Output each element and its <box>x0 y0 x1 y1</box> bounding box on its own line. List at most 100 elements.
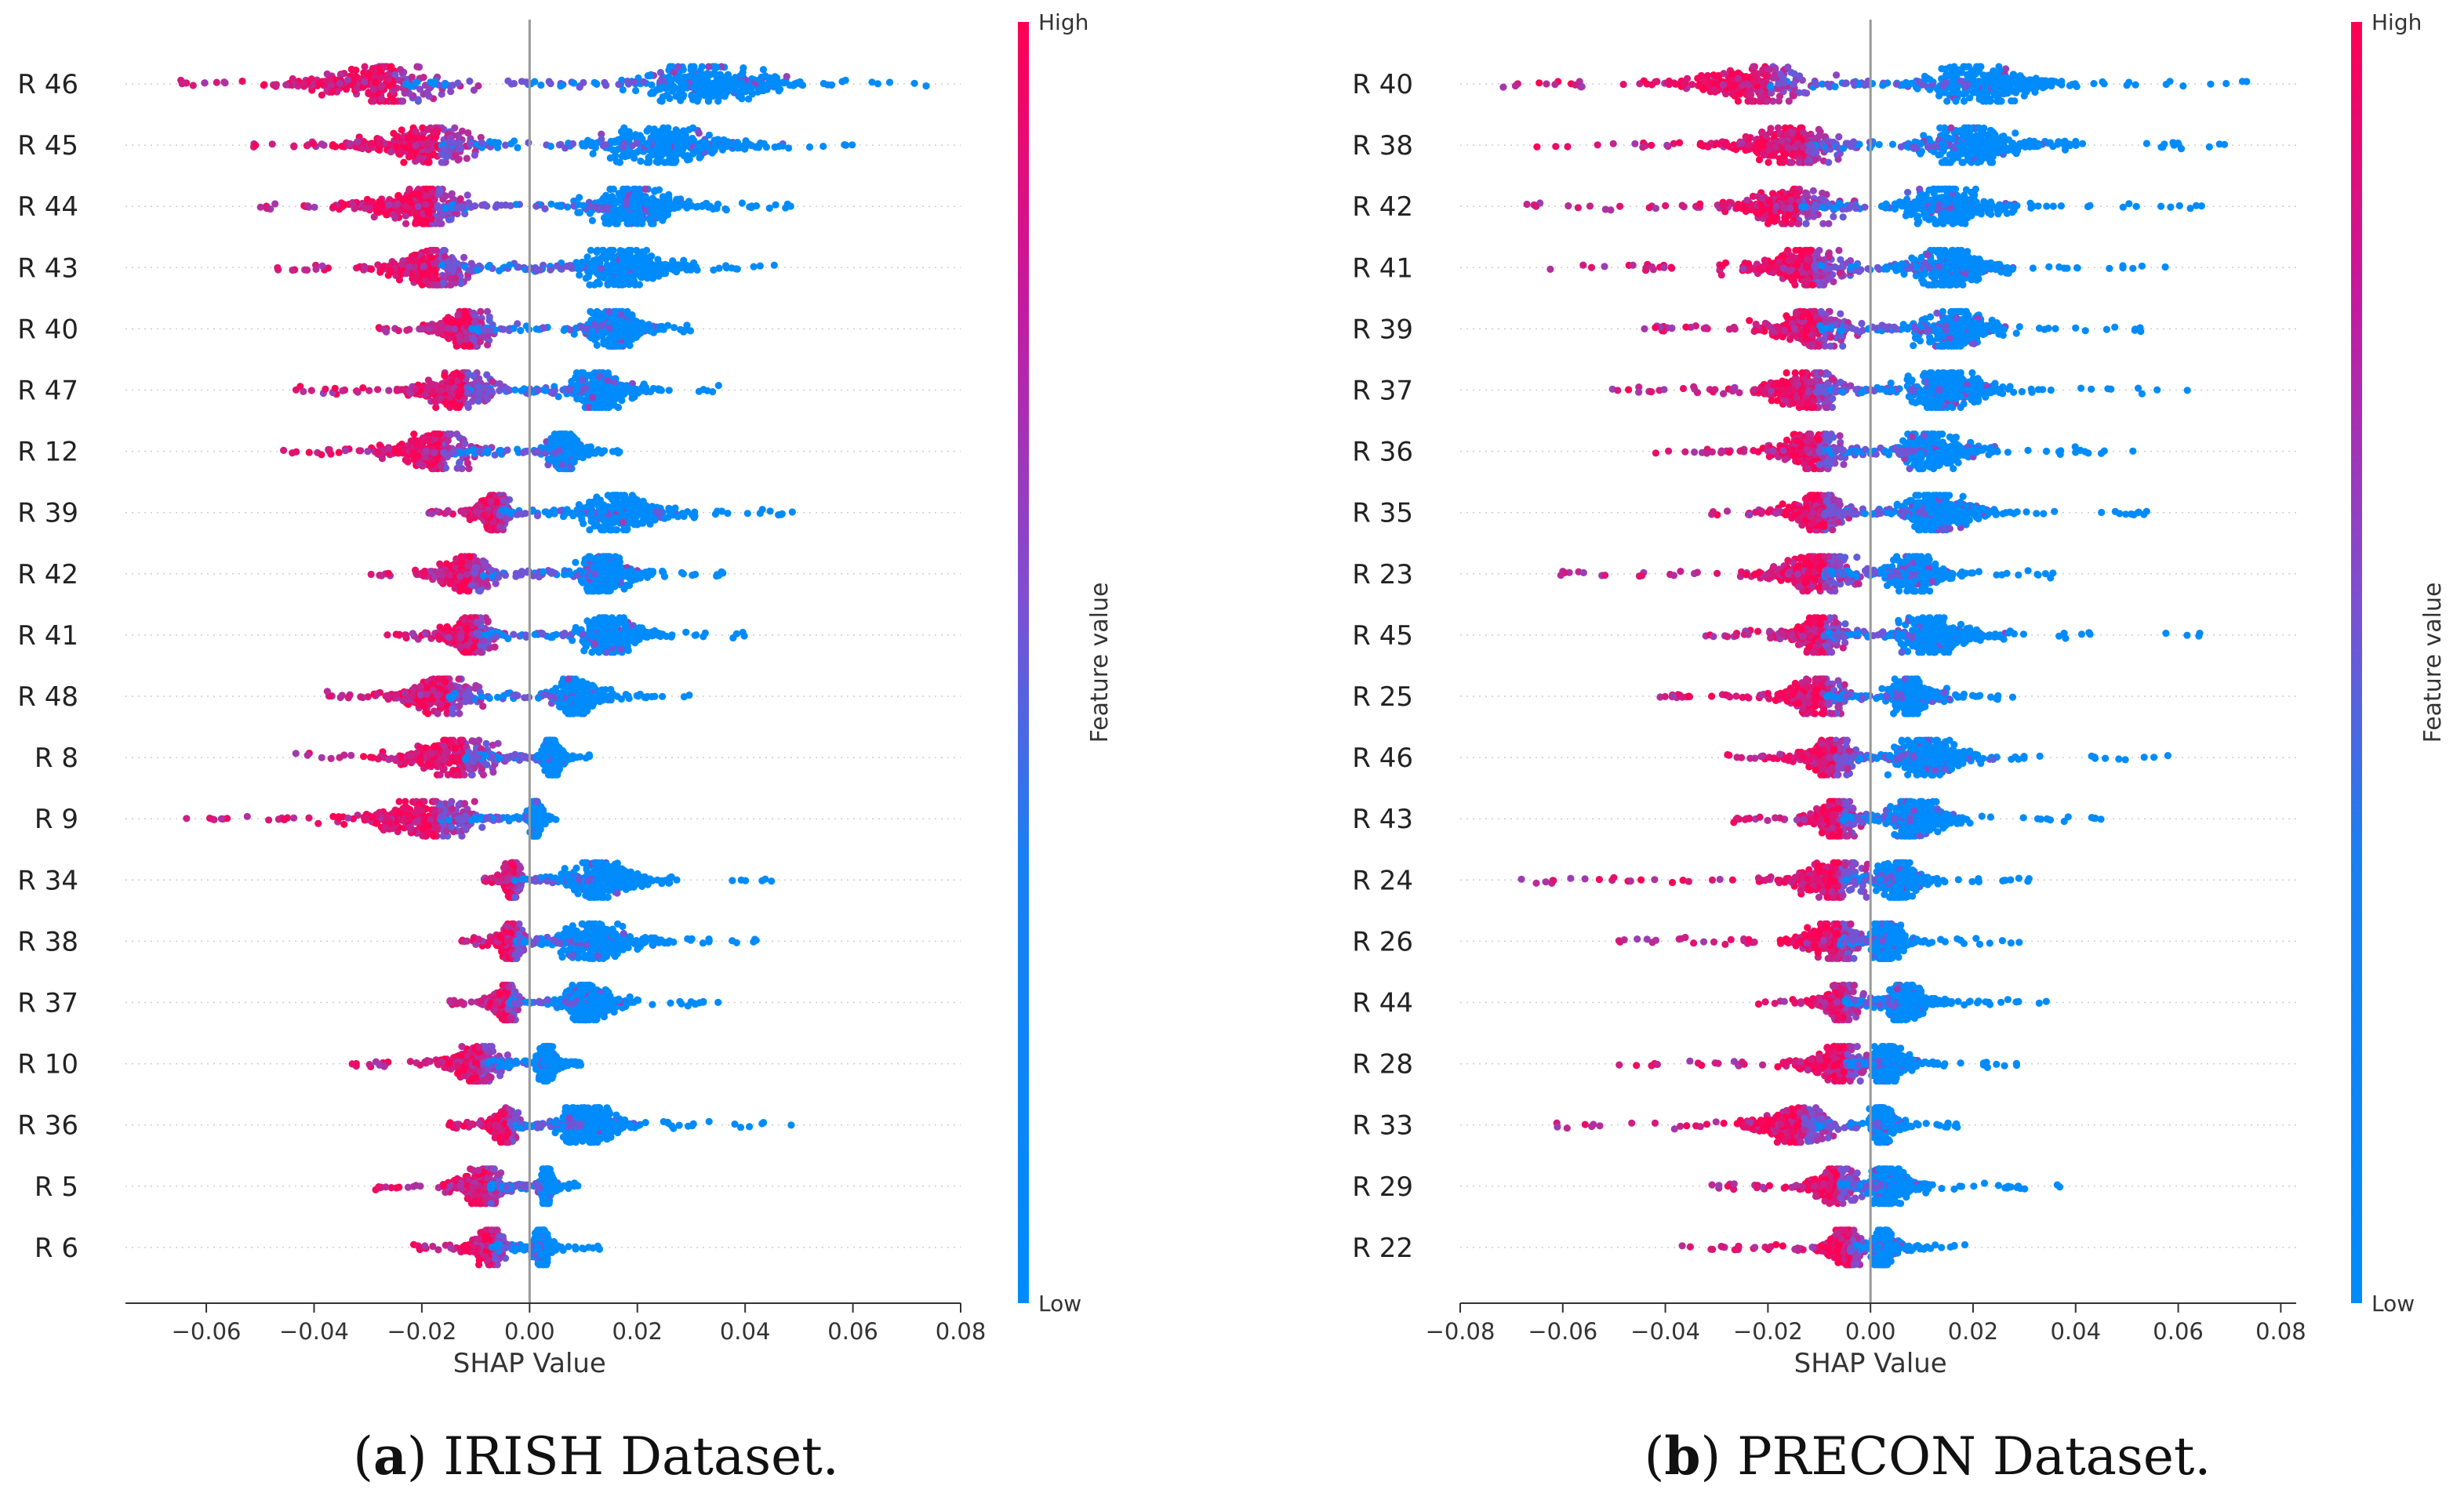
data-point <box>351 205 358 212</box>
data-point <box>596 372 604 380</box>
data-point <box>534 387 542 394</box>
data-point <box>402 220 410 227</box>
data-point <box>531 78 539 85</box>
data-point <box>778 78 787 86</box>
data-point <box>464 129 472 137</box>
data-point <box>456 401 463 409</box>
data-point <box>642 246 651 254</box>
data-point <box>180 79 188 87</box>
data-point <box>598 321 605 329</box>
data-point <box>380 446 388 454</box>
data-point <box>620 124 628 132</box>
data-point <box>360 263 368 271</box>
data-point <box>382 328 391 336</box>
data-point <box>327 82 335 89</box>
data-point <box>369 198 376 205</box>
data-point <box>488 387 496 395</box>
data-point <box>414 202 422 210</box>
data-point <box>369 85 377 93</box>
data-point <box>605 403 613 412</box>
data-point <box>354 138 362 146</box>
data-point <box>476 338 485 346</box>
data-point <box>341 447 349 455</box>
data-point <box>434 202 442 209</box>
data-point <box>398 386 405 394</box>
data-point <box>631 191 638 199</box>
data-point <box>305 449 313 456</box>
data-point <box>412 128 420 136</box>
data-point <box>820 79 827 88</box>
data-point <box>541 205 549 212</box>
data-point <box>403 326 411 334</box>
data-point <box>670 68 678 76</box>
data-point <box>378 201 386 209</box>
data-point <box>534 449 542 456</box>
data-point <box>709 205 717 213</box>
data-point <box>428 460 436 468</box>
data-point <box>604 376 612 384</box>
data-point <box>663 261 671 269</box>
data-point <box>649 274 657 282</box>
data-point <box>678 92 687 100</box>
data-point <box>660 325 667 333</box>
data-point <box>484 395 492 403</box>
data-point <box>566 262 574 270</box>
data-point <box>385 75 393 83</box>
data-point <box>440 449 448 457</box>
data-point <box>464 402 472 410</box>
data-point <box>376 74 384 82</box>
data-point <box>609 384 617 392</box>
data-point <box>336 71 345 79</box>
data-point <box>432 430 440 438</box>
data-point <box>582 274 590 282</box>
data-point <box>612 158 620 165</box>
data-point <box>327 450 335 458</box>
data-point <box>703 387 711 394</box>
data-point <box>328 88 336 96</box>
data-point <box>440 145 448 153</box>
data-point <box>553 262 561 270</box>
data-point <box>576 271 583 279</box>
data-point <box>566 326 574 334</box>
data-point <box>407 198 415 206</box>
data-point <box>416 85 424 93</box>
data-point <box>621 329 629 337</box>
data-point <box>344 76 352 84</box>
data-point <box>395 276 403 284</box>
data-point <box>402 269 410 278</box>
data-point <box>643 158 651 166</box>
data-point <box>221 79 229 87</box>
data-point <box>797 80 805 88</box>
data-point <box>805 143 814 151</box>
data-point <box>514 263 522 271</box>
data-point <box>765 204 773 212</box>
data-point <box>412 455 420 463</box>
data-point <box>457 372 465 380</box>
data-point <box>438 158 445 166</box>
data-point <box>748 84 756 92</box>
data-point <box>770 261 778 269</box>
data-point <box>377 83 385 91</box>
data-point <box>624 80 633 88</box>
data-point <box>394 327 402 335</box>
data-point <box>633 246 641 254</box>
data-point <box>698 144 706 152</box>
data-point <box>646 327 655 335</box>
data-point <box>685 155 693 163</box>
data-point <box>649 264 657 272</box>
data-point <box>445 139 452 147</box>
data-point <box>593 256 601 263</box>
data-point <box>491 138 499 147</box>
data-point <box>910 79 918 87</box>
data-point <box>775 87 783 95</box>
data-point <box>460 253 468 261</box>
data-point <box>586 446 594 455</box>
data-point <box>567 439 575 447</box>
data-point <box>213 78 220 86</box>
data-point <box>666 202 674 209</box>
data-point <box>589 309 597 317</box>
data-point <box>707 92 714 100</box>
data-point <box>271 200 279 208</box>
data-point <box>469 335 478 343</box>
data-point <box>378 95 386 103</box>
